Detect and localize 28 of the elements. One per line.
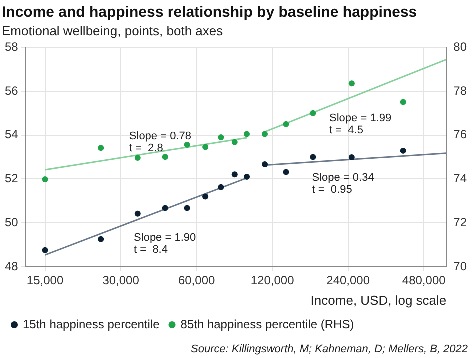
y2-tick-label: 80 <box>454 40 468 54</box>
y-tick-label: 48 <box>4 259 19 274</box>
x-tick-label: 120,000 <box>250 274 295 288</box>
x-tick-label: 240,000 <box>326 274 370 288</box>
y-tick-label: 56 <box>4 84 19 98</box>
annotation: Slope = 1.90 t = 8.4 <box>134 232 196 256</box>
x-axis-title: Income, USD, log scale <box>310 292 447 308</box>
y2-tick-label: 76 <box>454 128 468 142</box>
source-note: Source: Killingsworth, M; Kahneman, D; Mellers, B, 2022 <box>191 344 468 356</box>
chart-subtitle: Emotional wellbeing, points, both axes <box>2 23 224 38</box>
y-tick-label: 50 <box>4 215 19 230</box>
y2-tick-label: 74 <box>454 172 468 186</box>
y2-tick-label: 70 <box>454 259 468 274</box>
y2-tick-label: 78 <box>454 84 468 98</box>
x-tick-label: 15,000 <box>26 274 64 288</box>
legend-label: 85th happiness percentile (RHS) <box>180 317 354 332</box>
annotation: Slope = 0.78 t = 2.8 <box>129 130 192 154</box>
chart-title: Income and happiness relationship by baseline happiness <box>2 4 418 22</box>
y-tick-label: 58 <box>4 40 19 54</box>
y-tick-label: 54 <box>4 128 19 142</box>
annotation: Slope = 1.99 t = 4.5 <box>330 112 392 136</box>
x-tick-label: 60,000 <box>178 274 216 288</box>
x-tick-label: 480,000 <box>402 274 446 288</box>
x-tick-label: 30,000 <box>102 274 140 288</box>
y-tick-label: 52 <box>4 172 19 186</box>
annotation: Slope = 0.34 t = 0.95 <box>312 172 374 196</box>
legend-label: 15th happiness percentile <box>23 317 160 332</box>
y2-tick-label: 72 <box>454 215 468 230</box>
